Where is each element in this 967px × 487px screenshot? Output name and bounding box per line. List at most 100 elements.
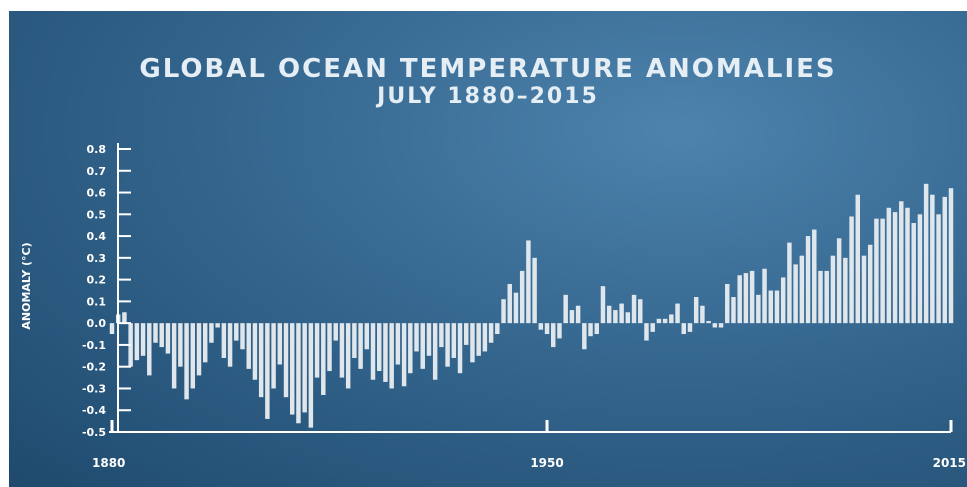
bar [886,207,892,324]
y-tick-label: -0.1 [82,339,106,352]
bar [327,323,332,372]
bar [240,323,245,350]
bar [451,323,457,358]
bar [706,320,711,324]
bar [507,283,512,324]
bar [277,323,283,365]
bar [737,275,742,324]
bar [569,310,575,324]
y-tick-label: 0.0 [87,317,107,330]
bar [656,318,662,324]
bar [488,323,494,343]
y-tick-label: 0.5 [87,208,107,221]
bar [923,183,929,324]
bar [756,294,761,324]
chart-frame: GLOBAL OCEAN TEMPERATURE ANOMALIES JULY … [9,11,967,487]
bar [196,323,202,376]
bar [662,318,668,324]
bar [538,323,544,330]
bar [606,305,612,324]
y-tick-label: -0.2 [82,361,106,374]
bar [439,323,444,348]
bar [551,323,556,348]
bar [874,218,879,324]
bar [265,323,270,419]
bar [675,303,680,324]
y-tick-label: 0.8 [87,143,107,156]
bar [457,323,463,374]
bar [408,323,413,374]
bar [625,312,631,324]
bar [234,323,239,341]
bar [147,323,152,376]
bar [824,270,829,324]
bar [426,323,432,356]
bar [370,323,376,380]
bar [445,323,450,367]
bar [352,323,357,358]
bar [215,323,220,328]
bar [768,290,773,324]
bar [383,323,388,382]
bar [693,297,699,324]
bar [818,270,823,324]
bar [855,194,861,324]
bar [252,323,258,380]
bar [917,214,923,324]
y-tick-label: 0.7 [87,165,107,178]
bar [122,312,127,324]
chart-subtitle: JULY 1880–2015 [375,84,599,109]
bar [613,310,618,324]
bar [681,323,686,335]
bar [774,290,780,324]
bar [401,323,407,387]
y-tick-label: 0.2 [87,274,107,287]
bar [321,323,326,395]
bar [165,323,171,354]
bar [109,323,115,335]
bar [787,242,792,324]
bar [936,214,941,324]
y-tick-label: 0.4 [87,230,107,243]
bar [905,207,910,324]
bar [345,323,351,389]
bars [109,183,954,428]
bar [812,229,817,324]
axes [109,143,953,433]
bar [389,323,394,389]
bar [582,323,587,350]
bar [867,244,873,324]
bar [395,323,401,365]
bar [289,323,295,415]
bar [700,305,705,324]
bar [544,323,550,335]
bar [221,323,227,358]
bar [861,255,867,324]
bar [780,277,786,324]
bar [171,323,177,389]
bar [631,294,637,324]
bar [333,323,338,341]
bar [314,323,320,378]
bar [308,323,314,428]
bar [501,299,506,324]
x-tick-labels: 1880 1950 2015 [92,456,966,470]
y-tick-label: 0.3 [87,252,107,265]
y-tick-label: -0.4 [82,404,106,417]
bar [725,283,730,324]
bar [843,257,848,324]
bar [519,270,525,324]
bar [153,323,158,343]
bar [644,323,649,341]
x-tick-label: 2015 [933,456,966,470]
bar [899,201,904,324]
bar [731,297,736,324]
bar [476,323,481,356]
bar [227,323,233,367]
bar [246,323,251,369]
y-tick-label: -0.3 [82,382,106,395]
bar [495,323,500,335]
bar [650,323,655,332]
bar [482,323,488,352]
bar [414,323,419,352]
